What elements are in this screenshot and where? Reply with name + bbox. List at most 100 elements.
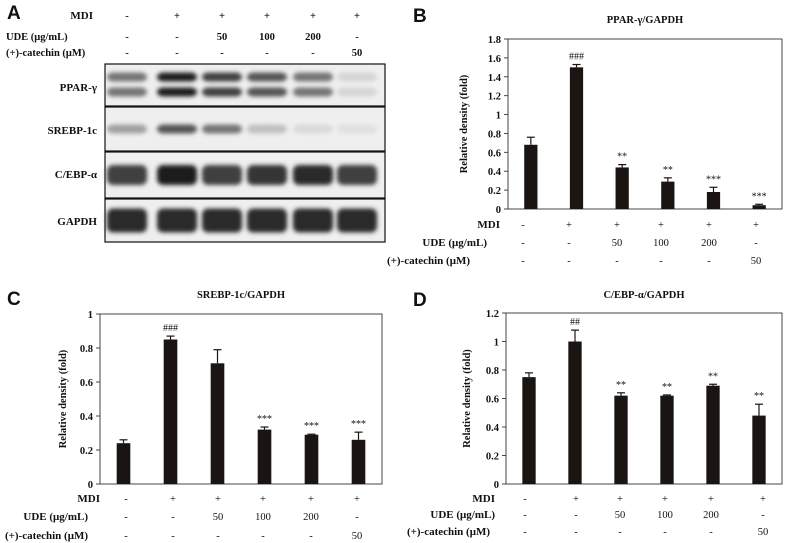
y-tick-label: 0.4 xyxy=(488,167,502,178)
condition-value: 100 xyxy=(255,512,271,523)
blot-band xyxy=(107,87,147,97)
condition-value: - xyxy=(523,494,527,505)
bar xyxy=(569,67,584,209)
bar-chart-c: SREBP-1c/GAPDH Relative density (fold) 0 0.… xyxy=(5,290,383,542)
blot-condition-value: 200 xyxy=(305,32,321,43)
bar xyxy=(522,377,536,484)
condition-value: - xyxy=(521,238,525,249)
y-tick-label: 0.8 xyxy=(80,344,93,355)
blot-frame xyxy=(104,63,386,107)
condition-label: MDI xyxy=(477,219,500,231)
blot-band xyxy=(107,124,147,134)
bar xyxy=(615,167,629,209)
bar xyxy=(524,144,538,209)
condition-value: - xyxy=(521,256,525,267)
y-tick-label: 0.6 xyxy=(80,378,93,389)
condition-value: + xyxy=(354,494,360,505)
blot-condition-value: + xyxy=(310,11,316,22)
blot-band xyxy=(157,208,197,233)
y-tick-label: 0.8 xyxy=(486,366,499,377)
blot-condition-value: - xyxy=(125,32,129,43)
blot-band xyxy=(202,208,242,233)
blot-condition-value: - xyxy=(175,48,179,59)
condition-value: - xyxy=(355,512,359,523)
blot-condition-label: MDI xyxy=(70,10,93,22)
condition-value: - xyxy=(615,256,619,267)
y-tick-label: 0 xyxy=(88,480,93,491)
blot-band xyxy=(202,72,242,82)
bar xyxy=(661,181,675,209)
bar xyxy=(304,434,319,484)
blot-band xyxy=(202,124,242,134)
condition-value: 50 xyxy=(751,256,762,267)
blot-condition-value: - xyxy=(220,48,224,59)
blot-strip xyxy=(104,63,386,107)
plot-frame xyxy=(99,313,383,485)
blot-band xyxy=(107,72,147,82)
y-tick-label: 1.2 xyxy=(488,92,501,103)
bar xyxy=(163,339,178,484)
blot-condition-value: + xyxy=(264,11,270,22)
blot-band xyxy=(293,72,333,82)
panel-letter-d: D xyxy=(413,290,427,311)
y-axis-label: Relative density (fold) xyxy=(459,74,470,173)
condition-label: MDI xyxy=(77,493,100,505)
condition-value: - xyxy=(124,512,128,523)
condition-value: + xyxy=(170,494,176,505)
condition-value: - xyxy=(659,256,663,267)
condition-value: - xyxy=(754,238,758,249)
condition-value: + xyxy=(708,494,714,505)
significance-marker: *** xyxy=(304,421,319,432)
bar xyxy=(257,429,272,484)
significance-marker: *** xyxy=(257,414,272,425)
condition-value: + xyxy=(662,494,668,505)
bar xyxy=(752,205,766,209)
condition-value: 50 xyxy=(612,238,623,249)
blot-band xyxy=(157,165,197,185)
blot-band xyxy=(247,72,287,82)
panel-letter-a: A xyxy=(7,3,21,24)
y-tick-label: 1.6 xyxy=(488,54,501,65)
blot-protein-label: PPAR-γ xyxy=(60,82,97,94)
blot-band xyxy=(337,87,377,97)
significance-marker: ** xyxy=(616,380,626,391)
y-tick-label: 1.8 xyxy=(488,35,501,46)
significance-marker: *** xyxy=(706,174,721,185)
condition-value: - xyxy=(709,527,713,538)
condition-value: 100 xyxy=(653,238,669,249)
condition-value: - xyxy=(663,527,667,538)
blot-condition-value: - xyxy=(265,48,269,59)
condition-value: - xyxy=(521,220,525,231)
bar xyxy=(660,395,674,484)
bar xyxy=(752,415,766,484)
condition-value: - xyxy=(124,531,128,542)
y-tick-label: 1 xyxy=(494,338,499,349)
significance-marker: ** xyxy=(662,382,672,393)
bar xyxy=(116,443,131,484)
blot-band xyxy=(293,124,333,134)
condition-value: 50 xyxy=(352,531,363,542)
blot-strip xyxy=(104,151,386,199)
blot-condition-value: - xyxy=(175,32,179,43)
bar xyxy=(210,363,225,484)
blot-band xyxy=(293,165,333,185)
condition-value: - xyxy=(567,256,571,267)
condition-value: - xyxy=(309,531,313,542)
significance-marker: *** xyxy=(351,419,366,430)
condition-value: 50 xyxy=(758,527,769,538)
blot-protein-label: SREBP-1c xyxy=(48,125,98,137)
condition-value: + xyxy=(760,494,766,505)
blot-condition-value: - xyxy=(125,48,129,59)
y-tick-label: 0.4 xyxy=(486,423,500,434)
blot-condition-value: - xyxy=(355,32,359,43)
condition-value: - xyxy=(523,527,527,538)
condition-value: - xyxy=(574,527,578,538)
condition-label: (+)-catechin (μM) xyxy=(5,530,88,542)
blot-strip xyxy=(104,198,386,243)
y-tick-label: 1.4 xyxy=(488,73,502,84)
condition-value: + xyxy=(573,494,579,505)
condition-label: MDI xyxy=(472,493,495,505)
blot-condition-value: - xyxy=(125,11,129,22)
chart-title: C/EBP-α/GAPDH xyxy=(603,290,684,301)
